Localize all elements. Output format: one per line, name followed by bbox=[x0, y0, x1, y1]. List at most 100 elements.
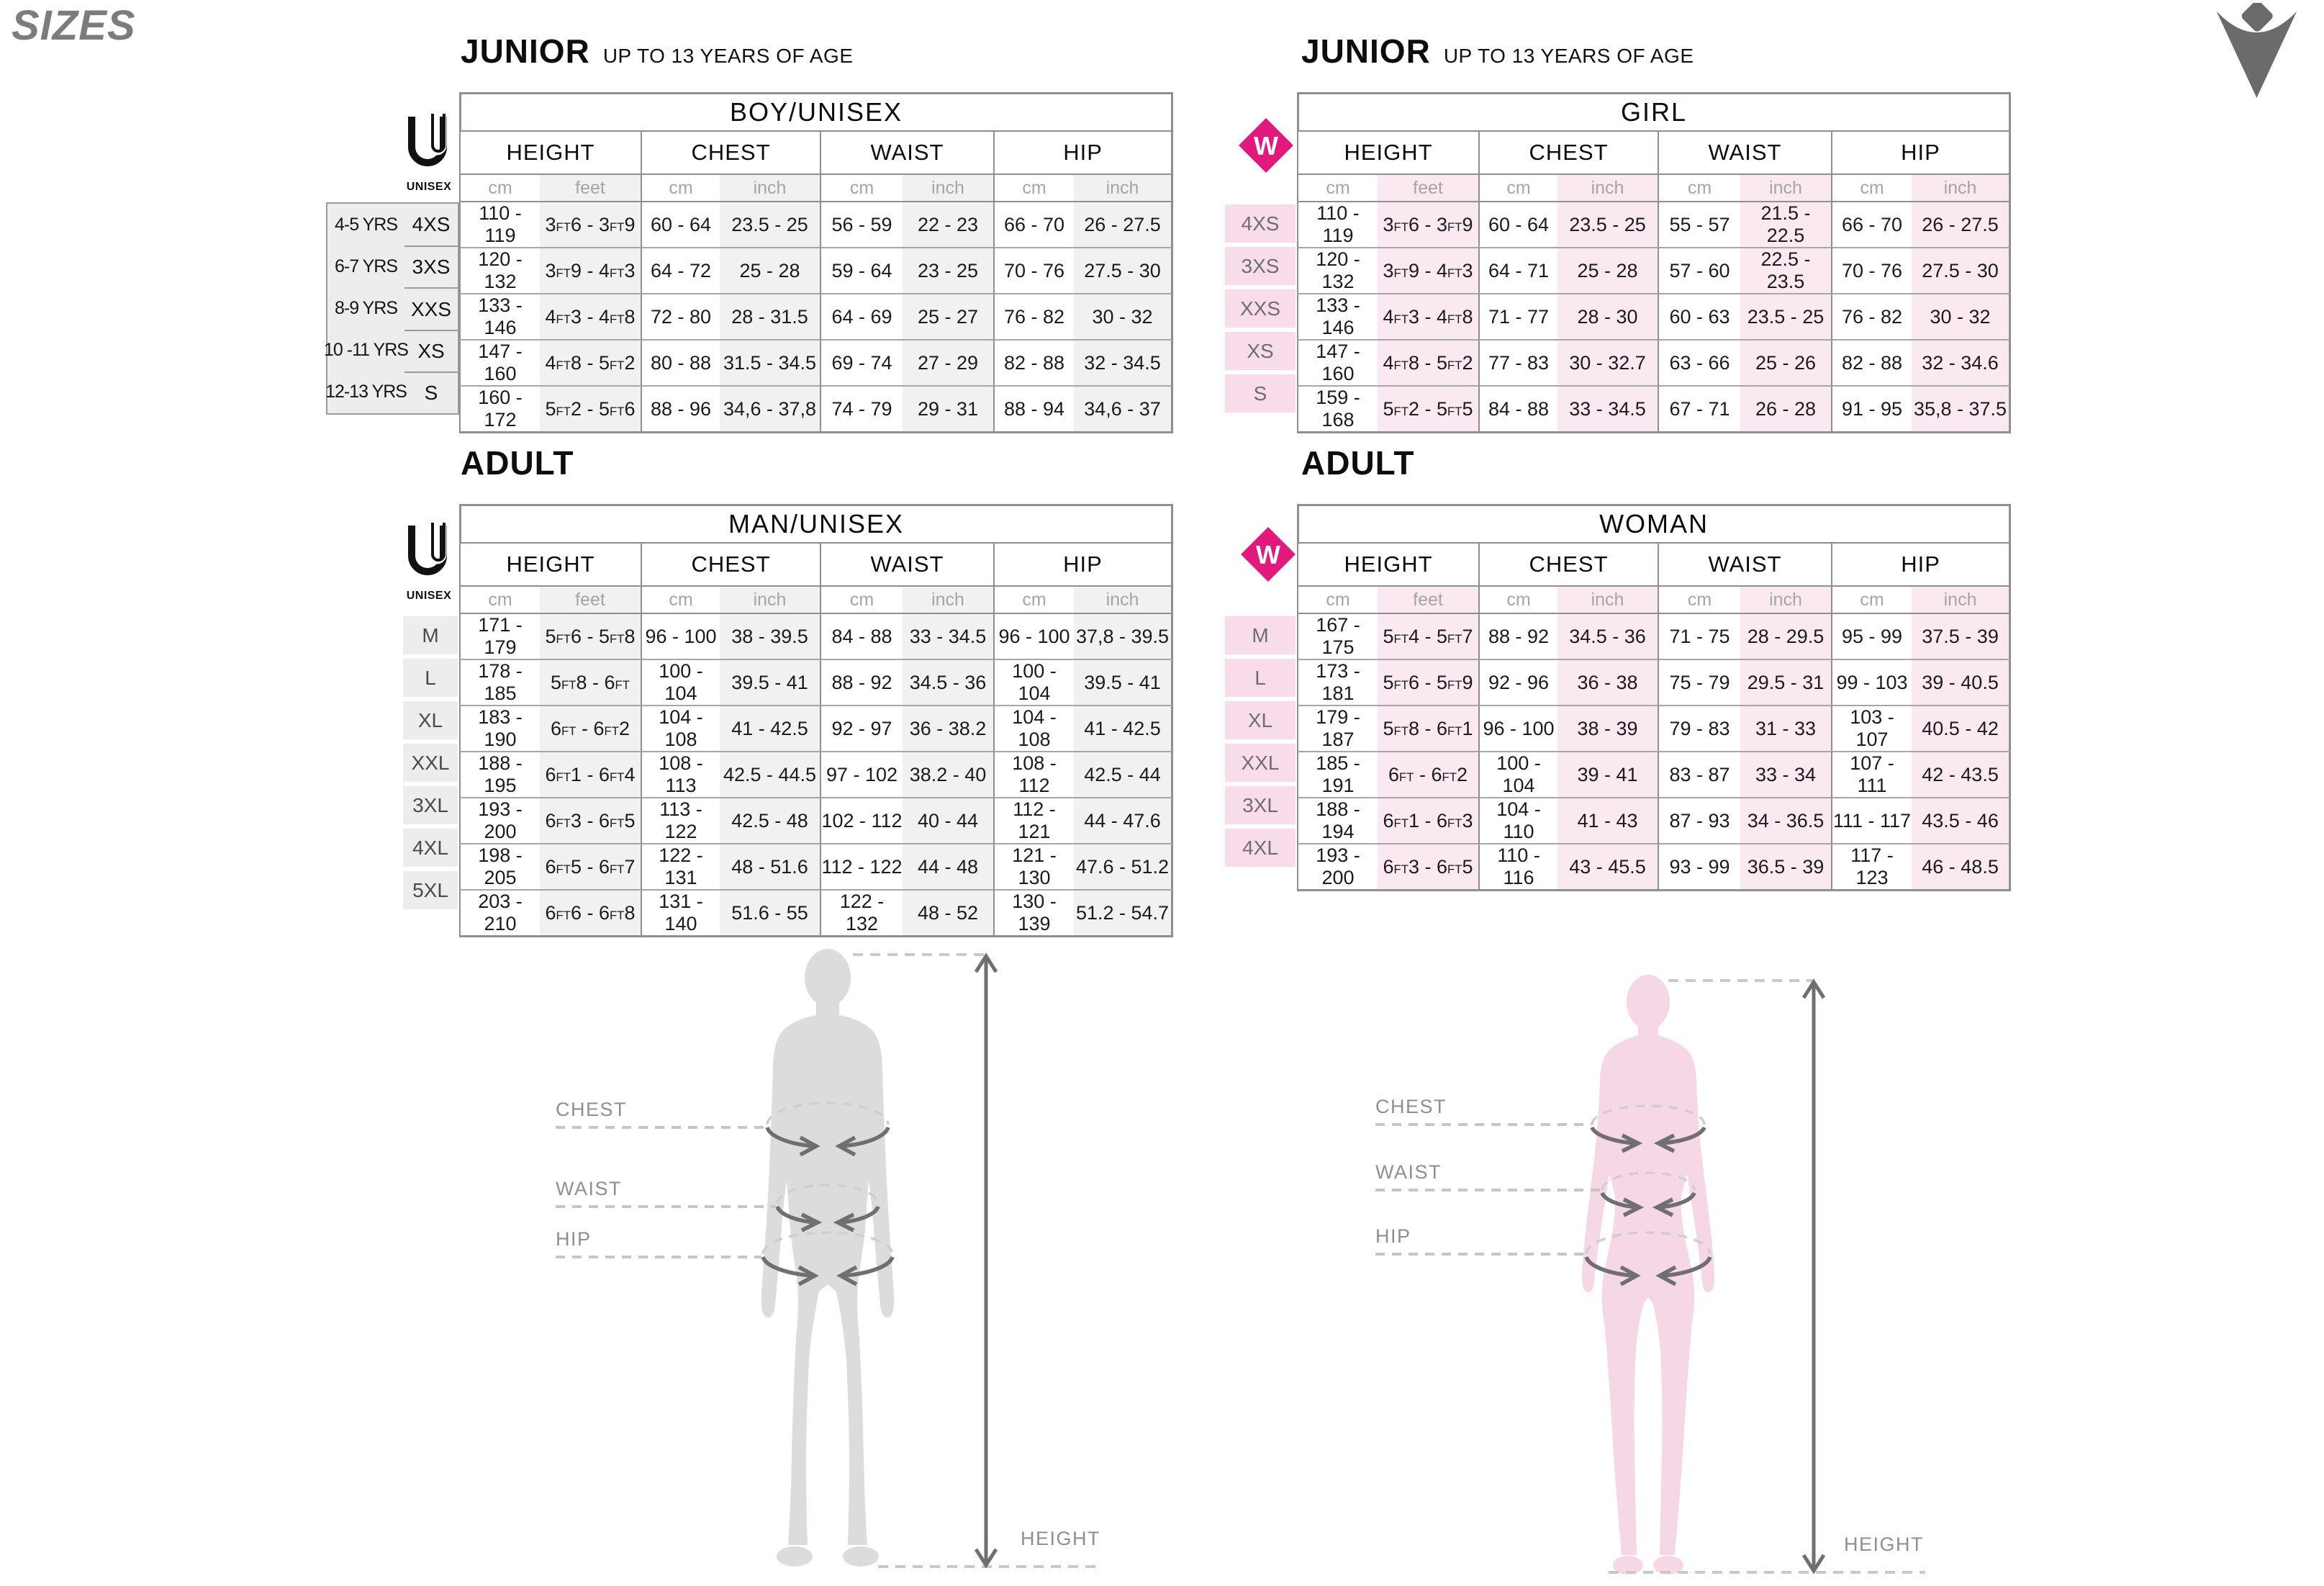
size-value-cell: 6FT - 6FT2 bbox=[540, 706, 641, 752]
size-label: S bbox=[404, 371, 458, 413]
size-label: XL bbox=[1225, 701, 1296, 739]
unit-label: cm bbox=[1297, 175, 1378, 202]
unit-label: cm bbox=[1658, 175, 1740, 202]
unit-label: inch bbox=[1074, 175, 1174, 202]
female-hip-leader bbox=[1375, 1253, 1585, 1256]
size-value-cell: 79 - 83 bbox=[1658, 706, 1740, 752]
unit-label: cm bbox=[1658, 587, 1740, 614]
size-value-cell: 188 - 194 bbox=[1297, 798, 1378, 844]
size-label: XL bbox=[403, 701, 458, 739]
size-value-cell: 160 - 172 bbox=[459, 387, 540, 433]
size-label: 4XS bbox=[412, 213, 451, 236]
table-row: 203 - 210 6FT6 - 6FT8 131 - 140 51.6 - 55 12… bbox=[459, 891, 1174, 937]
size-value-cell: 39 - 40.5 bbox=[1912, 660, 2012, 706]
size-value-cell: 38 - 39 bbox=[1557, 706, 1658, 752]
table-title: GIRL bbox=[1297, 92, 2012, 132]
size-label: M bbox=[403, 616, 458, 654]
unit-label: cm bbox=[1478, 587, 1557, 614]
size-value-cell: 66 - 70 bbox=[993, 202, 1074, 248]
size-label: XXS bbox=[404, 287, 458, 329]
size-value-cell: 112 - 121 bbox=[993, 798, 1074, 844]
size-value-cell: 6FT6 - 6FT8 bbox=[540, 891, 641, 937]
table-row: 120 - 132 3FT9 - 4FT3 64 - 72 25 - 28 59 - 6… bbox=[459, 248, 1174, 294]
size-value-cell: 82 - 88 bbox=[1831, 341, 1912, 387]
size-value-cell: 147 - 160 bbox=[459, 341, 540, 387]
size-value-cell: 167 - 175 bbox=[1297, 614, 1378, 660]
size-value-cell: 40 - 44 bbox=[903, 798, 993, 844]
table-row: 133 - 146 4FT3 - 4FT8 71 - 77 28 - 30 60 - 6… bbox=[1297, 294, 2012, 341]
size-value-cell: 47.6 - 51.2 bbox=[1074, 844, 1174, 891]
unit-label: inch bbox=[1557, 175, 1658, 202]
female-waist-leader bbox=[1375, 1189, 1601, 1191]
size-value-cell: 5FT2 - 5FT5 bbox=[1378, 387, 1478, 433]
size-label: 5XL bbox=[403, 871, 458, 909]
size-value-cell: 75 - 79 bbox=[1658, 660, 1740, 706]
column-group: HEIGHT bbox=[459, 132, 641, 175]
female-figure bbox=[1555, 972, 1929, 1582]
unisex-label: UNISEX bbox=[406, 590, 452, 602]
size-label: 4XS bbox=[1225, 204, 1296, 243]
table-title: MAN/UNISEX bbox=[459, 504, 1174, 544]
age-label: 6-7 YRS bbox=[334, 256, 398, 276]
female-silhouette-icon bbox=[1582, 975, 1925, 1574]
size-value-cell: 96 - 100 bbox=[1478, 706, 1557, 752]
size-value-cell: 43 - 45.5 bbox=[1557, 844, 1658, 891]
size-value-cell: 183 - 190 bbox=[459, 706, 540, 752]
male-waist-leader bbox=[556, 1205, 776, 1208]
size-value-cell: 6FT1 - 6FT3 bbox=[1378, 798, 1478, 844]
size-value-cell: 60 - 63 bbox=[1658, 294, 1740, 341]
size-value-cell: 28 - 30 bbox=[1557, 294, 1658, 341]
size-value-cell: 104 - 108 bbox=[641, 706, 720, 752]
size-label: 3XS bbox=[1225, 247, 1296, 285]
size-value-cell: 30 - 32 bbox=[1074, 294, 1174, 341]
size-value-cell: 41 - 42.5 bbox=[720, 706, 820, 752]
section-title: ADULT bbox=[461, 444, 574, 482]
size-value-cell: 38.2 - 40 bbox=[903, 752, 993, 798]
size-value-cell: 42 - 43.5 bbox=[1912, 752, 2012, 798]
male-hip-label: HIP bbox=[556, 1228, 592, 1250]
male-chest-label: CHEST bbox=[556, 1099, 628, 1120]
unit-label: cm bbox=[641, 587, 720, 614]
size-value-cell: 100 - 104 bbox=[1478, 752, 1557, 798]
size-value-cell: 83 - 87 bbox=[1658, 752, 1740, 798]
size-value-cell: 72 - 80 bbox=[641, 294, 720, 341]
table-row: 110 - 119 3FT6 - 3FT9 60 - 64 23.5 - 25 55 -… bbox=[1297, 202, 2012, 248]
page-title: SIZES bbox=[12, 2, 136, 49]
table-row: 133 - 146 4FT3 - 4FT8 72 - 80 28 - 31.5 64 -… bbox=[459, 294, 1174, 341]
size-value-cell: 31.5 - 34.5 bbox=[720, 341, 820, 387]
size-value-cell: 80 - 88 bbox=[641, 341, 720, 387]
size-value-cell: 27.5 - 30 bbox=[1912, 248, 2012, 294]
female-chest-label: CHEST bbox=[1375, 1096, 1447, 1117]
male-chest-leader bbox=[556, 1126, 766, 1129]
size-value-cell: 107 - 111 bbox=[1831, 752, 1912, 798]
unit-label: inch bbox=[1912, 587, 2012, 614]
unisex-badge: UNISEX bbox=[400, 523, 458, 603]
size-value-cell: 4FT3 - 4FT8 bbox=[1378, 294, 1478, 341]
size-value-cell: 198 - 205 bbox=[459, 844, 540, 891]
table-row: 160 - 172 5FT2 - 5FT6 88 - 96 34,6 - 37,8 74… bbox=[459, 387, 1174, 433]
unit-label: inch bbox=[720, 175, 820, 202]
table-row: 110 - 119 3FT6 - 3FT9 60 - 64 23.5 - 25 56 -… bbox=[459, 202, 1174, 248]
size-value-cell: 92 - 97 bbox=[820, 706, 903, 752]
size-value-cell: 46 - 48.5 bbox=[1912, 844, 2012, 891]
size-value-cell: 27 - 29 bbox=[903, 341, 993, 387]
unit-label: cm bbox=[459, 587, 540, 614]
brand-logo-icon bbox=[2202, 0, 2310, 102]
size-value-cell: 88 - 92 bbox=[1478, 614, 1557, 660]
size-value-cell: 87 - 93 bbox=[1658, 798, 1740, 844]
size-value-cell: 112 - 122 bbox=[820, 844, 903, 891]
size-value-cell: 96 - 100 bbox=[993, 614, 1074, 660]
section-title: ADULT bbox=[1301, 444, 1415, 482]
size-value-cell: 44 - 47.6 bbox=[1074, 798, 1174, 844]
size-value-cell: 43.5 - 46 bbox=[1912, 798, 2012, 844]
size-value-cell: 97 - 102 bbox=[820, 752, 903, 798]
unit-label: inch bbox=[720, 587, 820, 614]
size-value-cell: 130 - 139 bbox=[993, 891, 1074, 937]
unit-label: inch bbox=[1740, 175, 1831, 202]
size-value-cell: 193 - 200 bbox=[1297, 844, 1378, 891]
size-value-cell: 104 - 110 bbox=[1478, 798, 1557, 844]
size-value-cell: 26 - 28 bbox=[1740, 387, 1831, 433]
size-value-cell: 60 - 64 bbox=[641, 202, 720, 248]
size-value-cell: 30 - 32.7 bbox=[1557, 341, 1658, 387]
size-value-cell: 100 - 104 bbox=[641, 660, 720, 706]
